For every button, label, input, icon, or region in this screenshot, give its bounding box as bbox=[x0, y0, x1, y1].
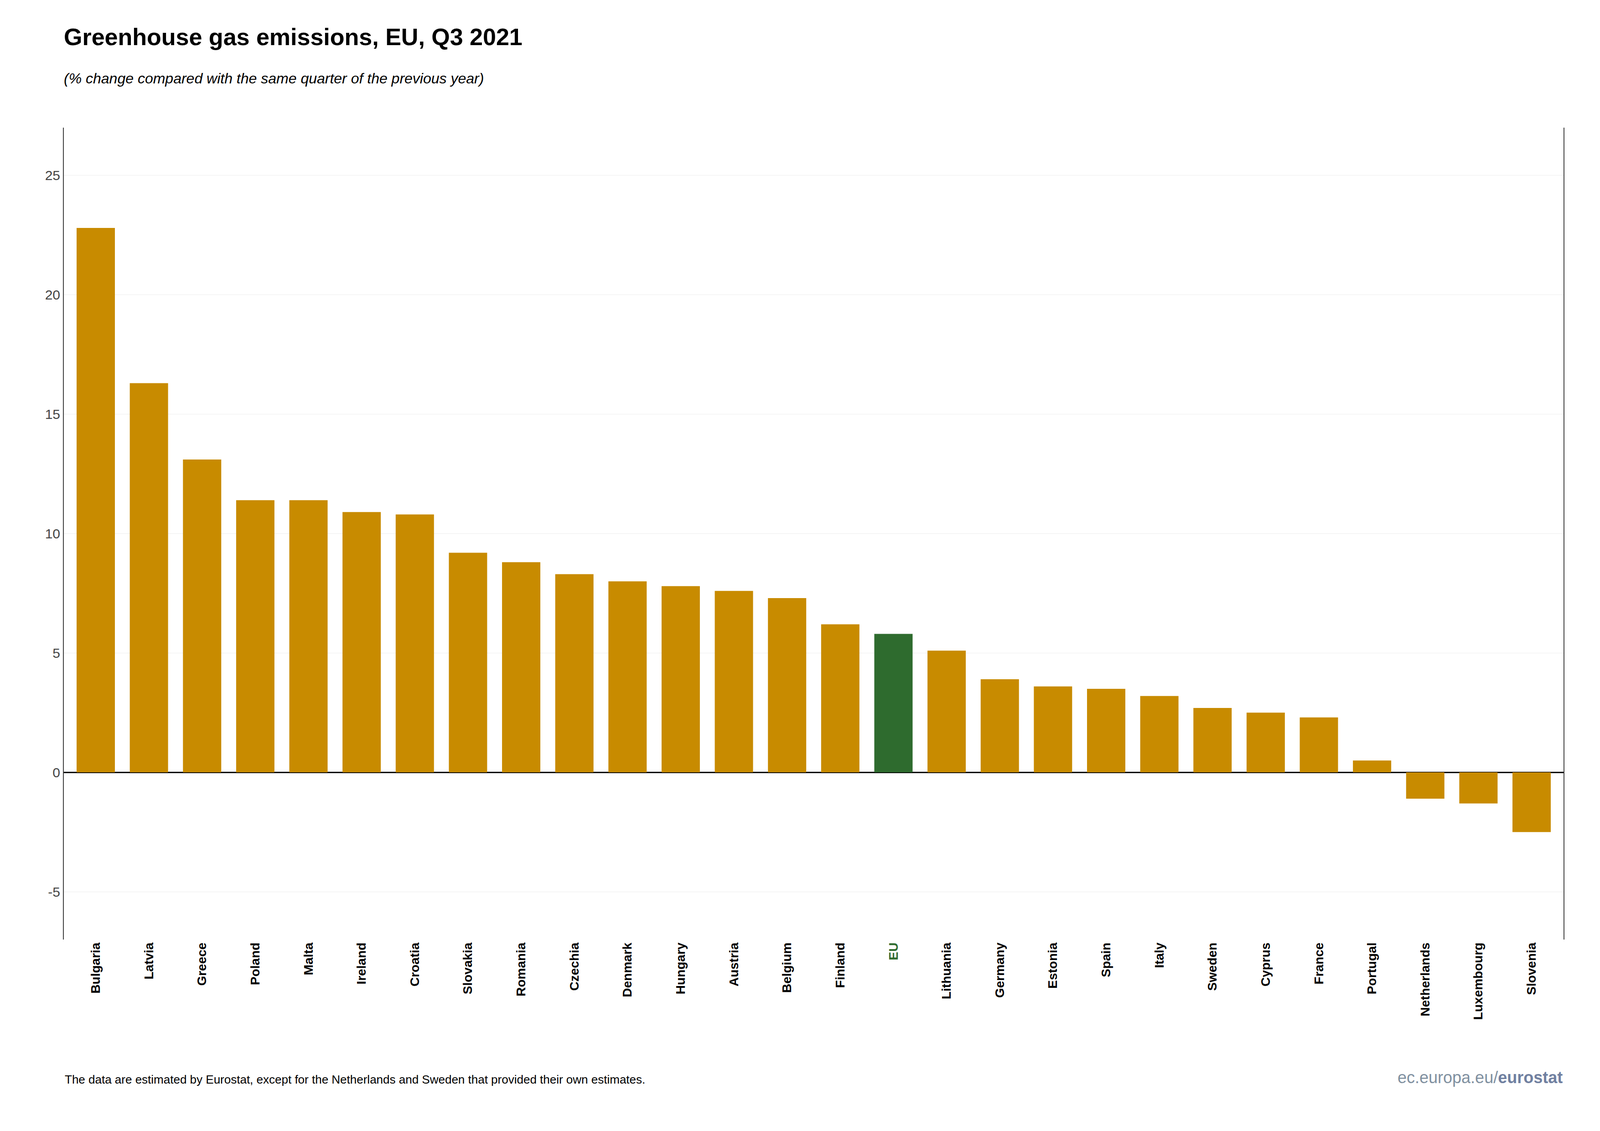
svg-text:Luxembourg: Luxembourg bbox=[1470, 942, 1486, 1021]
svg-text:25: 25 bbox=[45, 167, 61, 183]
svg-text:Cyprus: Cyprus bbox=[1258, 942, 1273, 987]
svg-text:Slovakia: Slovakia bbox=[460, 942, 476, 995]
svg-text:Bulgaria: Bulgaria bbox=[88, 942, 103, 994]
svg-text:Croatia: Croatia bbox=[407, 942, 422, 987]
svg-text:10: 10 bbox=[45, 526, 61, 542]
svg-text:Lithuania: Lithuania bbox=[939, 942, 954, 1000]
svg-text:EU: EU bbox=[886, 942, 901, 961]
svg-text:Sweden: Sweden bbox=[1205, 942, 1220, 992]
svg-text:Denmark: Denmark bbox=[620, 942, 635, 998]
svg-text:Latvia: Latvia bbox=[141, 942, 156, 980]
svg-text:-5: -5 bbox=[47, 884, 61, 900]
svg-text:5: 5 bbox=[52, 645, 61, 661]
svg-text:Greenhouse gas emissions, EU,: Greenhouse gas emissions, EU, Q3 2021 bbox=[63, 23, 523, 51]
svg-text:ec.europa.eu/eurostat: ec.europa.eu/eurostat bbox=[1397, 1068, 1563, 1088]
svg-text:Spain: Spain bbox=[1098, 942, 1114, 978]
svg-text:Hungary: Hungary bbox=[673, 942, 688, 995]
svg-text:(% change compared with the sa: (% change compared with the same quarter… bbox=[63, 70, 484, 87]
svg-text:Slovenia: Slovenia bbox=[1524, 942, 1539, 996]
svg-text:Italy: Italy bbox=[1152, 942, 1167, 969]
svg-text:Malta: Malta bbox=[301, 942, 316, 976]
svg-text:Romania: Romania bbox=[513, 942, 529, 997]
svg-text:Germany: Germany bbox=[992, 942, 1007, 999]
svg-text:Netherlands: Netherlands bbox=[1418, 942, 1433, 1017]
svg-text:Finland: Finland bbox=[833, 942, 848, 989]
svg-text:0: 0 bbox=[52, 765, 61, 781]
svg-text:Estonia: Estonia bbox=[1045, 942, 1060, 989]
svg-text:Belgium: Belgium bbox=[779, 942, 794, 994]
svg-text:Greece: Greece bbox=[194, 942, 209, 987]
svg-text:Poland: Poland bbox=[248, 942, 263, 986]
svg-text:France: France bbox=[1311, 942, 1326, 985]
svg-text:15: 15 bbox=[45, 406, 61, 422]
svg-text:Austria: Austria bbox=[726, 942, 741, 987]
svg-text:Ireland: Ireland bbox=[354, 942, 369, 985]
svg-text:Czechia: Czechia bbox=[567, 942, 582, 991]
svg-text:20: 20 bbox=[45, 287, 61, 303]
svg-text:The data are estimated by Euro: The data are estimated by Eurostat, exce… bbox=[64, 1072, 646, 1087]
svg-text:Portugal: Portugal bbox=[1364, 942, 1379, 995]
